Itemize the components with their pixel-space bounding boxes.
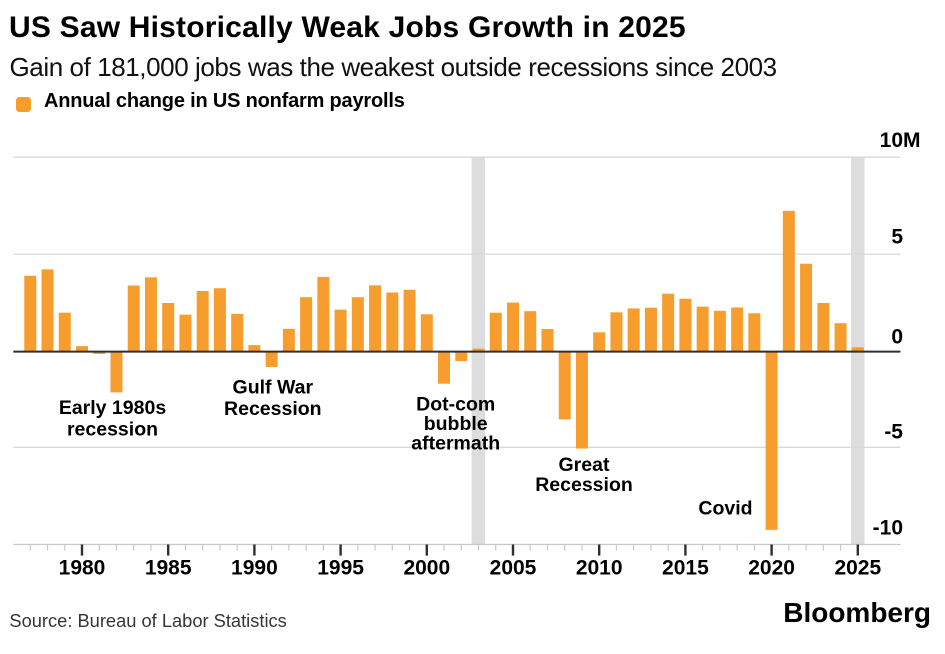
svg-text:2000: 2000 (403, 557, 450, 580)
svg-text:Early 1980s: Early 1980s (59, 397, 167, 419)
svg-text:2010: 2010 (576, 557, 623, 580)
svg-text:2015: 2015 (662, 557, 709, 580)
svg-text:recession: recession (67, 419, 158, 441)
svg-text:-10: -10 (873, 517, 903, 540)
svg-text:Recession: Recession (224, 398, 322, 420)
svg-text:2025: 2025 (834, 557, 881, 580)
svg-text:bubble: bubble (424, 413, 488, 435)
svg-text:Gulf War: Gulf War (233, 377, 314, 399)
svg-text:1995: 1995 (317, 557, 364, 580)
svg-text:Recession: Recession (535, 474, 633, 496)
svg-text:2020: 2020 (748, 557, 795, 580)
svg-text:0: 0 (891, 326, 903, 349)
svg-text:2005: 2005 (490, 557, 537, 580)
svg-text:Covid: Covid (698, 498, 752, 520)
svg-text:Dot-com: Dot-com (416, 394, 495, 416)
svg-text:Great: Great (559, 454, 610, 476)
svg-text:1980: 1980 (59, 557, 106, 580)
svg-text:1990: 1990 (231, 557, 278, 580)
svg-text:aftermath: aftermath (411, 433, 500, 455)
svg-text:10M: 10M (880, 129, 921, 152)
svg-text:1985: 1985 (145, 557, 192, 580)
svg-text:-5: -5 (884, 421, 903, 444)
svg-text:5: 5 (891, 226, 903, 249)
